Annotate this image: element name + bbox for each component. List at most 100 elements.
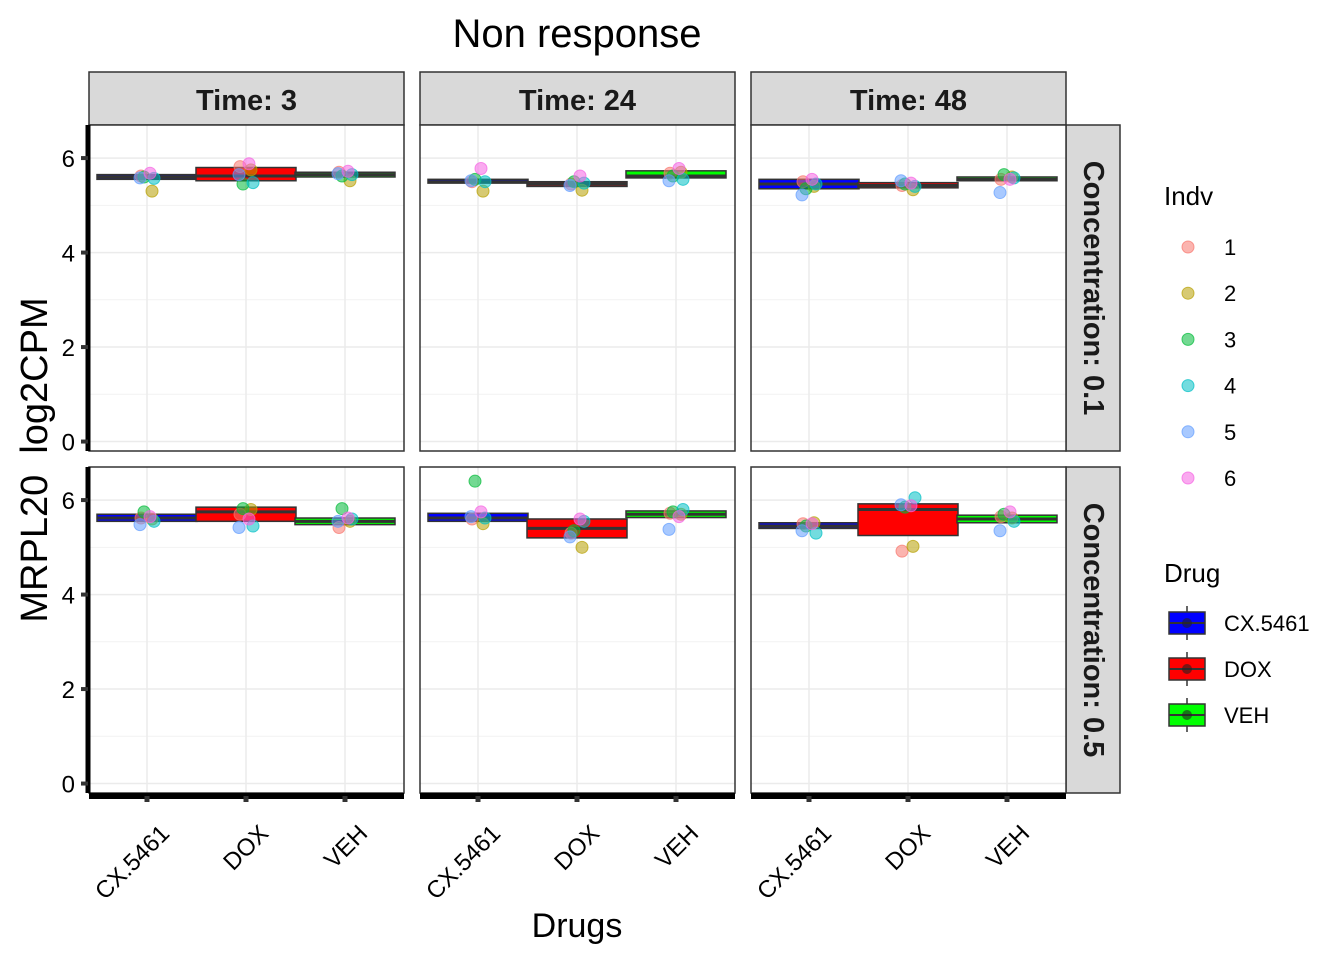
x-tick-label: DOX xyxy=(880,820,936,876)
data-point xyxy=(341,511,355,525)
legend-key xyxy=(1181,471,1195,485)
data-point xyxy=(906,539,920,553)
y-tick-label: 4 xyxy=(62,241,75,268)
data-point xyxy=(133,518,147,532)
x-tick-label: VEH xyxy=(650,820,704,874)
legend-label: 6 xyxy=(1224,466,1236,491)
y-axis-title: MRPL20 log2CPM xyxy=(14,297,56,622)
x-tick-label: DOX xyxy=(218,820,274,876)
data-point xyxy=(464,174,478,188)
legend-label: 5 xyxy=(1224,420,1236,445)
legend-label: 4 xyxy=(1224,374,1236,399)
facet-panel xyxy=(88,466,405,794)
facet-strip-col-label: Time: 48 xyxy=(850,85,967,117)
data-point xyxy=(573,512,587,526)
data-point xyxy=(468,474,482,488)
data-point xyxy=(563,178,577,192)
facet-strip-col-label: Time: 24 xyxy=(519,85,636,117)
x-tick-label: CX.5461 xyxy=(90,820,175,905)
legend-label: 2 xyxy=(1224,281,1236,306)
x-tick-label: VEH xyxy=(981,820,1035,874)
data-point xyxy=(993,186,1007,200)
y-tick-label: 0 xyxy=(62,772,75,799)
facet-strip-col xyxy=(750,71,1067,126)
panel-border xyxy=(750,124,1067,452)
facet-panel xyxy=(750,466,1067,794)
x-tick-label: DOX xyxy=(549,820,605,876)
legend-point xyxy=(1182,618,1192,628)
legend-key xyxy=(1181,425,1195,439)
data-point xyxy=(1003,505,1017,519)
data-point xyxy=(904,499,918,513)
facet-panel xyxy=(750,124,1067,452)
data-point xyxy=(904,176,918,190)
data-point xyxy=(662,174,676,188)
legend-label: 3 xyxy=(1224,327,1236,352)
data-point xyxy=(573,169,587,183)
y-tick-label: 4 xyxy=(62,583,75,610)
data-point xyxy=(474,161,488,175)
legend-key xyxy=(1181,379,1195,393)
legend-title: Drug xyxy=(1164,558,1220,588)
legend-point xyxy=(1182,710,1192,720)
data-point xyxy=(341,164,355,178)
x-tick-label: CX.5461 xyxy=(752,820,837,905)
y-tick-label: 6 xyxy=(62,146,75,173)
facet-strip-row-label: Concentration: 0.5 xyxy=(1077,503,1109,758)
data-point xyxy=(478,175,492,189)
facet-panel xyxy=(419,466,736,794)
data-point xyxy=(335,502,349,516)
data-point xyxy=(672,161,686,175)
x-axis-title: Drugs xyxy=(532,907,623,945)
data-point xyxy=(232,168,246,182)
legend-title: Indv xyxy=(1164,181,1213,211)
facet-strip-col xyxy=(419,71,736,126)
data-point xyxy=(143,166,157,180)
legend-key xyxy=(1181,332,1195,346)
data-point xyxy=(242,512,256,526)
data-point xyxy=(805,172,819,186)
data-point xyxy=(795,188,809,202)
data-point xyxy=(1003,172,1017,186)
x-tick-label: CX.5461 xyxy=(421,820,506,905)
legend-key xyxy=(1181,286,1195,300)
y-tick-label: 0 xyxy=(62,430,75,457)
facet-strip-col-label: Time: 3 xyxy=(196,85,297,117)
x-tick-label: VEH xyxy=(319,820,373,874)
facet-strip-row-label: Concentration: 0.1 xyxy=(1077,161,1109,416)
data-point xyxy=(474,505,488,519)
legend-key xyxy=(1181,240,1195,254)
legend-label: 1 xyxy=(1224,235,1236,260)
data-point xyxy=(246,176,260,190)
data-point xyxy=(575,540,589,554)
y-tick-label: 2 xyxy=(62,335,75,362)
legend-label: DOX xyxy=(1224,657,1272,682)
facet-strip-col xyxy=(88,71,405,126)
data-point xyxy=(145,184,159,198)
legend-indv: Indv 1 2 3 4 5 6 xyxy=(1164,181,1236,491)
data-point xyxy=(676,172,690,186)
legend-point xyxy=(1182,664,1192,674)
facet-panel xyxy=(88,124,405,452)
data-point xyxy=(563,530,577,544)
facet-strip-row xyxy=(1065,466,1121,794)
chart-title: Non response xyxy=(452,12,701,56)
facet-strip-row xyxy=(1065,124,1121,452)
data-point xyxy=(242,157,256,171)
data-point xyxy=(672,510,686,524)
y-tick-label: 2 xyxy=(62,677,75,704)
facet-panel xyxy=(419,124,736,452)
y-tick-label: 6 xyxy=(62,488,75,515)
data-point xyxy=(895,544,909,558)
data-point xyxy=(795,524,809,538)
legend-label: CX.5461 xyxy=(1224,611,1310,636)
data-point xyxy=(993,524,1007,538)
data-point xyxy=(662,522,676,536)
data-point xyxy=(232,520,246,534)
legend-label: VEH xyxy=(1224,703,1269,728)
panel-border xyxy=(419,124,736,452)
data-point xyxy=(805,517,819,531)
data-point xyxy=(143,510,157,524)
